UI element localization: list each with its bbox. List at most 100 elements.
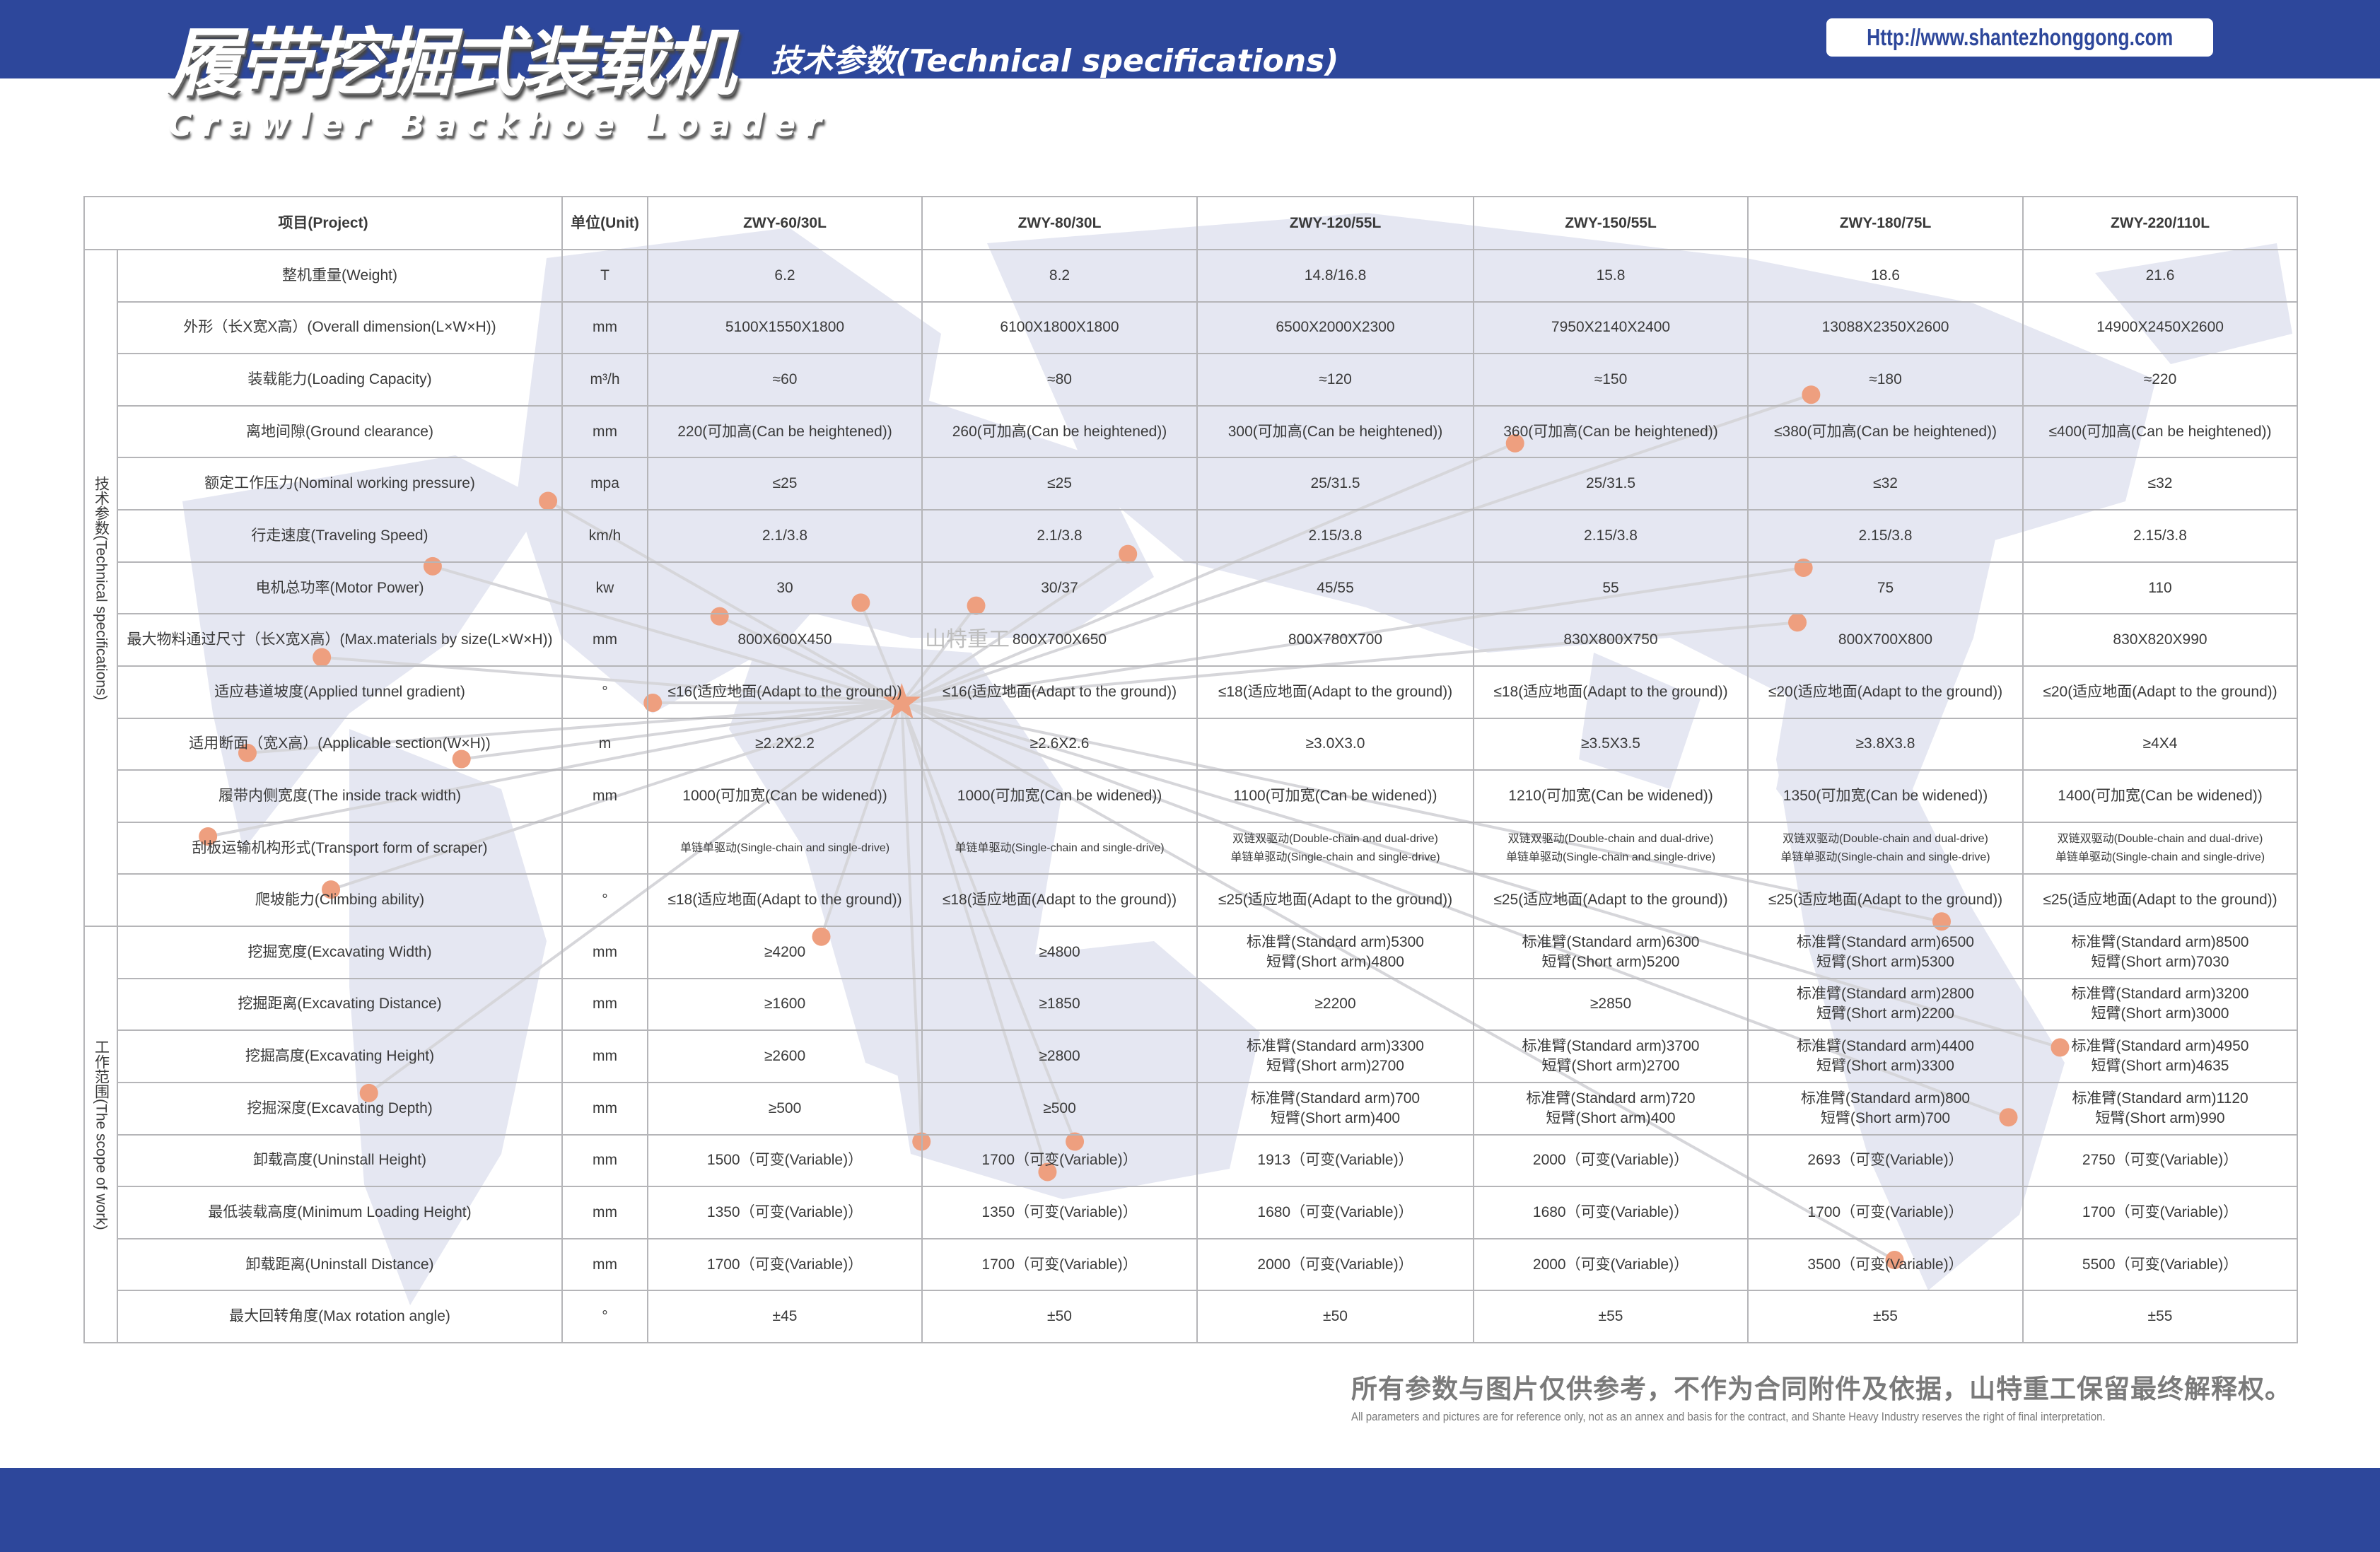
disclaimer-english: All parameters and pictures are for refe… <box>1351 1410 2106 1423</box>
route-line <box>901 701 2061 1049</box>
cell-text: 2000（可变(Variable)） <box>1257 1256 1413 1273</box>
cell-text: 短臂(Short arm)7030 <box>2091 953 2229 970</box>
location-dot <box>1885 1251 1904 1270</box>
cell-text: ≤25(适应地面(Adapt to the ground)) <box>1218 892 1453 909</box>
header-model: ZWY-180/75L <box>1747 196 2024 250</box>
row-unit: m³/h <box>561 353 648 407</box>
cell-text: m³/h <box>590 371 620 388</box>
cell-text: ≤18(适应地面(Adapt to the ground)) <box>667 892 902 909</box>
spec-value: 6.2 <box>647 249 923 303</box>
spec-value: 1350（可变(Variable)） <box>921 1186 1198 1239</box>
cell-text: 短臂(Short arm)4635 <box>2091 1058 2229 1075</box>
route-line <box>901 393 1812 704</box>
cell-text: mm <box>593 1256 617 1273</box>
row-label: 行走速度(Traveling Speed) <box>117 509 563 563</box>
cell-text: ≤25(适应地面(Adapt to the ground)) <box>1768 892 2003 909</box>
row-label: 最低装载高度(Minimum Loading Height) <box>117 1186 563 1239</box>
spec-value: 单链单驱动(Single-chain and single-drive) <box>647 821 923 875</box>
cell-text: 1350（可变(Variable)） <box>981 1203 1138 1220</box>
cell-text: 标准臂(Standard arm)2800 <box>1797 986 1974 1003</box>
bottom-banner <box>0 1468 2380 1552</box>
header-project: 项目(Project) <box>83 196 563 250</box>
cell-text: 1100(可加宽(Can be widened)) <box>1233 787 1437 804</box>
spec-value: ±45 <box>647 1290 923 1343</box>
website-url[interactable]: Http://www.shantezhonggong.com <box>1826 18 2213 57</box>
cell-text: 短臂(Short arm)400 <box>1270 1109 1401 1126</box>
cell-text: 双链双驱动(Double-chain and dual-drive) <box>1232 832 1438 845</box>
cell-text: 5100X1550X1800 <box>725 319 845 336</box>
cell-text: 1700（可变(Variable)） <box>2082 1203 2239 1220</box>
row-label: 装载能力(Loading Capacity) <box>117 353 563 407</box>
cell-text: 标准臂(Standard arm)6300 <box>1522 933 1700 950</box>
cell-text: 1700（可变(Variable)） <box>981 1256 1138 1273</box>
spec-value: ≥4X4 <box>2022 717 2298 771</box>
cell-text: 2000（可变(Variable)） <box>1532 1256 1689 1273</box>
route-line <box>901 701 1896 1261</box>
row-label: 外形（长X宽X高）(Overall dimension(L×W×H)) <box>117 301 563 355</box>
route-line <box>901 701 2009 1119</box>
route-line <box>461 701 902 761</box>
cell-text: 55 <box>1602 579 1619 596</box>
cell-text: ±50 <box>1323 1308 1348 1325</box>
spec-value: ≤32 <box>2022 457 2298 511</box>
cell-text: 2.15/3.8 <box>1584 527 1638 544</box>
cell-text: 单链单驱动(Single-chain and single-drive) <box>1780 851 1990 863</box>
group-label: 工作范围(The scope of work) <box>83 926 118 1343</box>
spec-value: ≥3.0X3.0 <box>1196 717 1474 771</box>
header-model: ZWY-220/110L <box>2022 196 2298 250</box>
route-line <box>432 564 902 704</box>
spec-value: 110 <box>2022 561 2298 615</box>
cell-text: ≤20(适应地面(Adapt to the ground)) <box>1768 683 2003 700</box>
cell-text: ±55 <box>1598 1308 1623 1325</box>
cell-text: 项目(Project) <box>278 214 368 231</box>
cell-text: 整机重量(Weight) <box>282 267 397 284</box>
cell-text: mm <box>593 423 617 440</box>
spec-value: 8.2 <box>921 249 1198 303</box>
spec-value: 830X800X750 <box>1473 613 1749 667</box>
row-label: 最大物料通过尺寸（长X宽X高）(Max.materials by size(L×… <box>117 613 563 667</box>
cell-text: 标准臂(Standard arm)3200 <box>2071 986 2249 1003</box>
row-unit: mm <box>561 1029 648 1083</box>
cell-text: 75 <box>1877 579 1894 596</box>
cell-text: 短臂(Short arm)5300 <box>1816 953 1954 970</box>
row-unit: T <box>561 249 648 303</box>
spec-value: 2000（可变(Variable)） <box>1473 1237 1749 1292</box>
spec-value: 830X820X990 <box>2022 613 2298 667</box>
cell-text: ±55 <box>1873 1308 1898 1325</box>
spec-value: 单链单驱动(Single-chain and single-drive) <box>921 821 1198 875</box>
spec-value: 800X600X450 <box>647 613 923 667</box>
spec-value: 标准臂(Standard arm)6500 短臂(Short arm)5300 <box>1747 926 2024 979</box>
row-label: 离地间隙(Ground clearance) <box>117 404 563 459</box>
cell-text: 1680（可变(Variable)） <box>1532 1203 1689 1220</box>
row-label: 挖掘高度(Excavating Height) <box>117 1029 563 1083</box>
spec-value: 5500（可变(Variable)） <box>2022 1237 2298 1292</box>
cell-text: 双链双驱动(Double-chain and dual-drive) <box>2057 832 2263 845</box>
spec-value: 双链双驱动(Double-chain and dual-drive) 单链单驱动(… <box>2022 821 2298 875</box>
cell-text: 双链双驱动(Double-chain and dual-drive) <box>1783 832 1988 845</box>
cell-text: 260(可加高(Can be heightened)) <box>952 423 1167 440</box>
cell-text: mm <box>593 1099 617 1116</box>
spec-value: 1700（可变(Variable)） <box>647 1237 923 1292</box>
cell-text: ≥2.6X2.6 <box>1029 735 1090 752</box>
cell-text: 标准臂(Standard arm)700 <box>1250 1090 1421 1107</box>
spec-value: 2.15/3.8 <box>1196 509 1474 563</box>
spec-value: ≥500 <box>647 1081 923 1136</box>
cell-text: 14.8/16.8 <box>1304 267 1367 284</box>
row-unit: ° <box>561 873 648 928</box>
spec-value: 1100(可加宽(Can be widened)) <box>1196 769 1474 823</box>
header-unit: 单位(Unit) <box>561 196 648 250</box>
cell-text: 830X800X750 <box>1563 631 1658 648</box>
spec-value: ≥4200 <box>647 926 923 979</box>
cell-text: ±55 <box>2147 1308 2173 1325</box>
spec-value: ≤32 <box>1747 457 2024 511</box>
cell-text: 双链双驱动(Double-chain and dual-drive) <box>1507 832 1714 845</box>
cell-text: 挖掘距离(Excavating Distance) <box>238 996 442 1013</box>
cell-text: ≤16(适应地面(Adapt to the ground)) <box>942 683 1177 700</box>
row-unit: mm <box>561 404 648 459</box>
route-line <box>900 702 1076 1143</box>
cell-text: 2000（可变(Variable)） <box>1532 1152 1689 1169</box>
cell-text: 6100X1800X1800 <box>1000 319 1119 336</box>
spec-value: 800X780X700 <box>1196 613 1474 667</box>
spec-value: ≈220 <box>2022 353 2298 407</box>
cell-text: ≥4X4 <box>2142 735 2178 752</box>
